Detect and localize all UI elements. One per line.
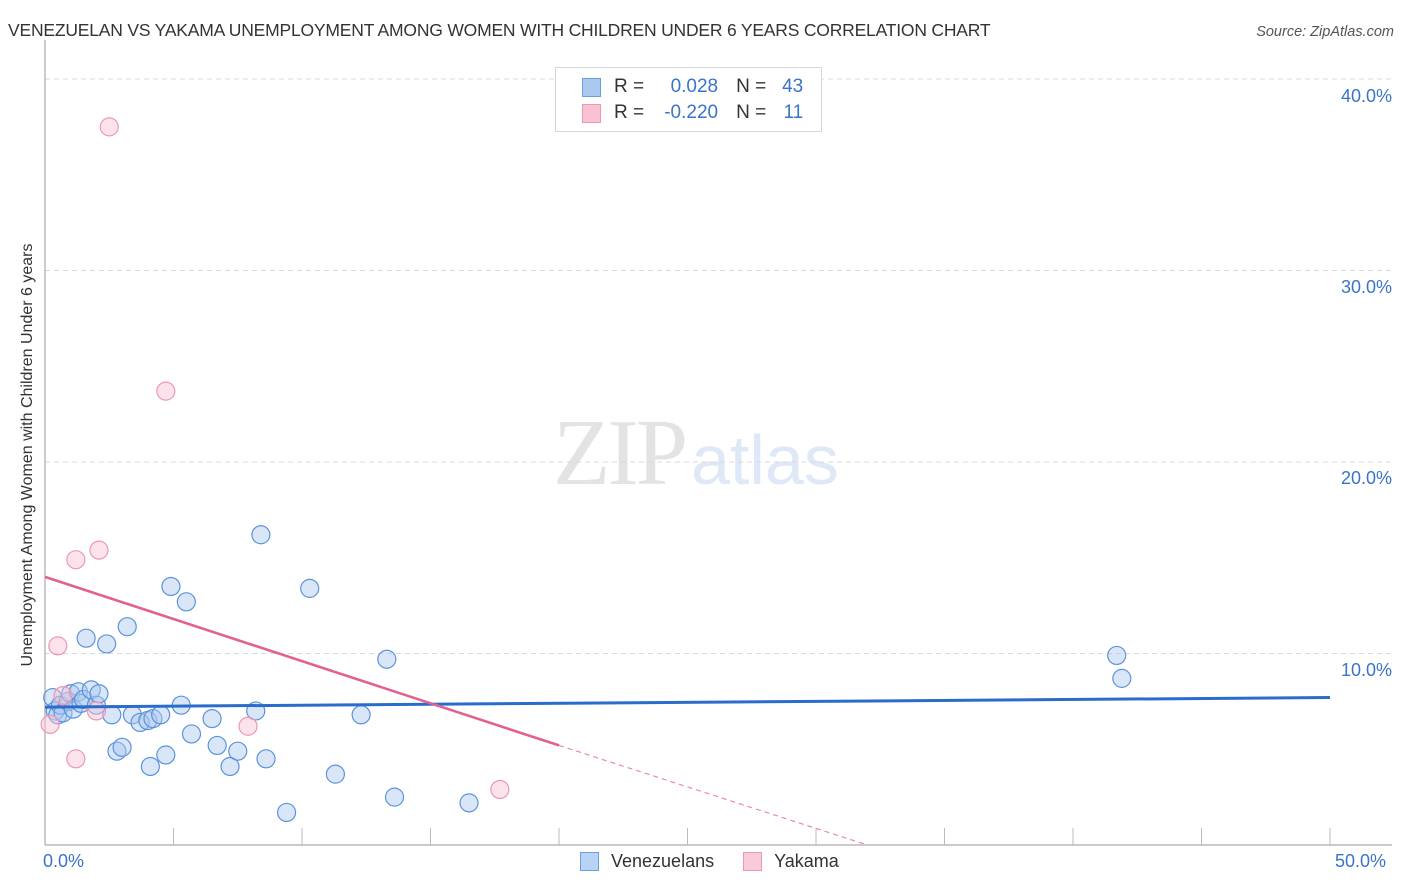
correlation-legend: R = 0.028 N = 43 R = -0.220 N = 11 xyxy=(555,67,822,132)
venezuelans-point xyxy=(1112,668,1132,688)
yakama-point xyxy=(40,714,60,734)
venezuelans-point xyxy=(176,592,196,612)
venezuelans-swatch-icon xyxy=(580,852,599,871)
n-value: 43 xyxy=(782,76,804,97)
venezuelans-point xyxy=(151,705,171,725)
legend-row-venezuelans: R = 0.028 N = 43 xyxy=(582,75,803,99)
yakama-point xyxy=(99,117,119,137)
legend-item-venezuelans[interactable]: Venezuelans xyxy=(580,851,714,872)
yakama-point xyxy=(156,381,176,401)
yakama-point xyxy=(66,749,86,769)
venezuelans-point xyxy=(384,787,405,807)
n-label: N = xyxy=(736,102,767,123)
yakama-trend-extension xyxy=(558,744,868,846)
venezuelans-trend-line xyxy=(44,696,1331,709)
venezuelans-point xyxy=(76,628,96,648)
venezuelans-point xyxy=(459,793,479,813)
yakama-point xyxy=(490,779,510,800)
venezuelans-point xyxy=(112,737,132,757)
r-value: -0.220 xyxy=(664,102,719,123)
yakama-swatch-icon xyxy=(743,852,763,871)
y-axis-label: Unemployment Among Women with Children U… xyxy=(19,243,36,667)
x-tick-0: 0.0% xyxy=(43,851,85,871)
r-value: 0.028 xyxy=(670,76,719,97)
r-label: R = xyxy=(614,76,645,97)
venezuelans-point xyxy=(207,735,227,756)
y-tick-30: 30.0% xyxy=(1340,277,1392,297)
watermark: ZIPatlas xyxy=(553,405,839,500)
watermark-zip: ZIP xyxy=(553,401,688,505)
yakama-point xyxy=(53,686,73,706)
venezuelans-points xyxy=(43,525,1132,823)
venezuelans-point xyxy=(161,576,181,597)
gridlines xyxy=(45,78,1392,654)
venezuelans-point xyxy=(117,617,137,637)
venezuelans-point xyxy=(276,802,297,823)
axes xyxy=(44,40,1392,846)
venezuelans-point xyxy=(140,756,160,777)
y-tick-40: 40.0% xyxy=(1340,86,1392,106)
yakama-point xyxy=(66,550,86,570)
legend-label: Yakama xyxy=(774,851,839,871)
venezuelans-point xyxy=(130,712,150,733)
venezuelans-point xyxy=(300,578,320,598)
venezuelans-point xyxy=(351,705,371,725)
venezuelans-point xyxy=(251,525,271,545)
y-tick-10: 10.0% xyxy=(1340,660,1392,680)
venezuelans-point xyxy=(181,724,202,744)
venezuelans-point xyxy=(107,741,127,761)
yakama-trend-line xyxy=(44,575,560,747)
x-tick-50: 50.0% xyxy=(1335,851,1387,871)
venezuelans-point xyxy=(220,756,240,777)
legend-row-yakama: R = -0.220 N = 11 xyxy=(582,101,803,125)
y-tick-20: 20.0% xyxy=(1340,468,1392,488)
venezuelans-point xyxy=(202,709,222,729)
venezuelans-point xyxy=(228,741,248,761)
yakama-points xyxy=(40,117,510,800)
n-label: N = xyxy=(736,76,767,97)
yakama-point xyxy=(89,540,109,560)
venezuelans-point xyxy=(256,749,276,769)
venezuelans-point xyxy=(1107,645,1127,666)
trend-lines xyxy=(44,575,1331,846)
series-legend: Venezuelans Yakama xyxy=(580,851,868,872)
yakama-point xyxy=(86,701,107,721)
yakama-point xyxy=(48,636,68,656)
venezuelans-point xyxy=(156,745,176,765)
venezuelans-point xyxy=(325,764,346,784)
chart-title: VENEZUELAN VS YAKAMA UNEMPLOYMENT AMONG … xyxy=(8,20,991,40)
legend-item-yakama[interactable]: Yakama xyxy=(743,851,839,872)
watermark-atlas: atlas xyxy=(691,421,839,499)
venezuelans-point xyxy=(377,649,397,669)
venezuelans-swatch-icon xyxy=(582,77,601,97)
yakama-swatch-icon xyxy=(582,103,601,123)
n-value: 11 xyxy=(783,102,804,123)
venezuelans-point xyxy=(89,684,109,704)
r-label: R = xyxy=(614,102,645,123)
yakama-point xyxy=(238,716,258,736)
venezuelans-point xyxy=(63,699,83,719)
legend-label: Venezuelans xyxy=(611,851,715,871)
venezuelans-point xyxy=(97,634,117,654)
source-label: Source: ZipAtlas.com xyxy=(1256,24,1394,40)
